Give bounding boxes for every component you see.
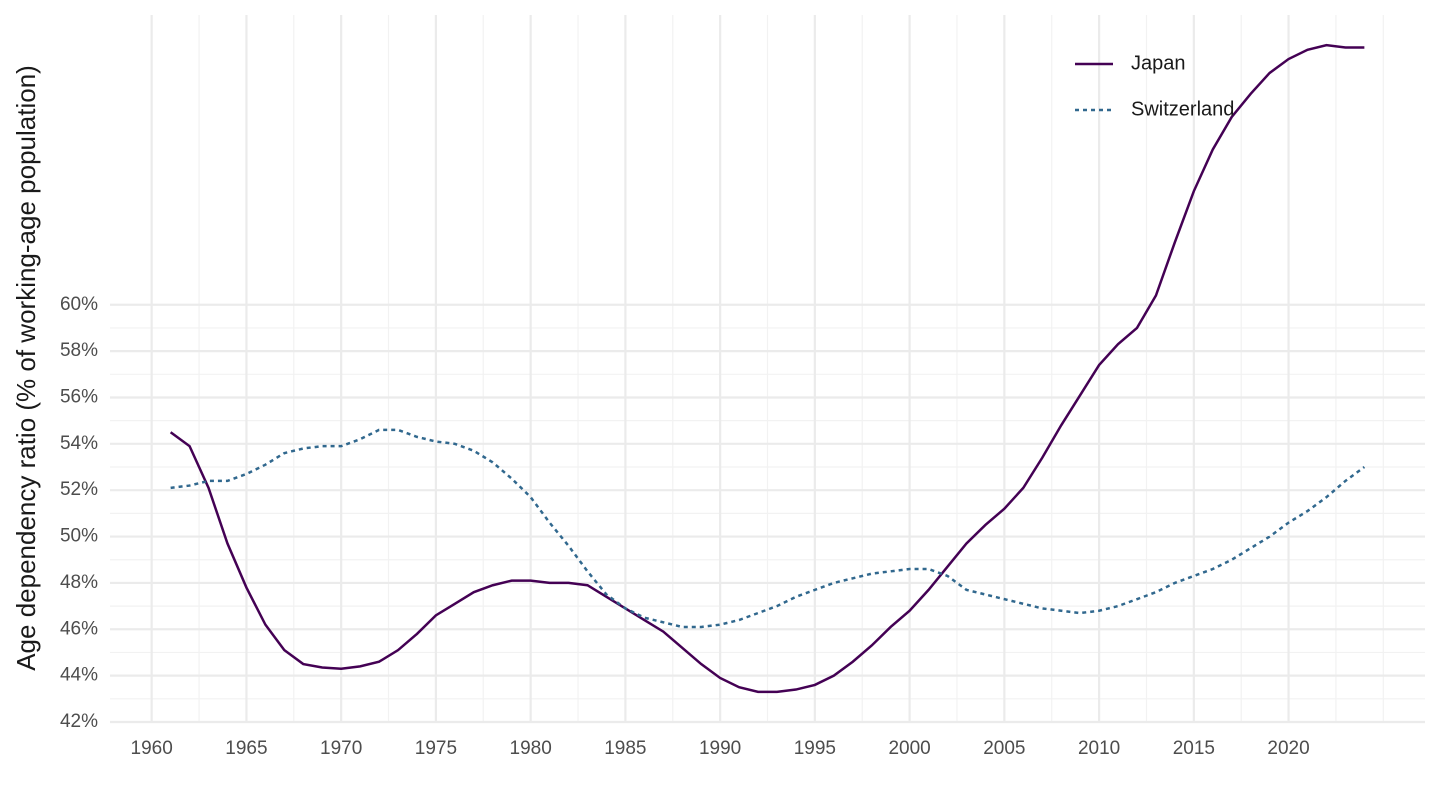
y-tick-label: 52% — [60, 479, 98, 500]
x-tick-label: 2000 — [888, 738, 930, 759]
y-tick-label: 58% — [60, 340, 98, 361]
legend-label: Switzerland — [1131, 98, 1234, 120]
y-tick-label: 48% — [60, 572, 98, 593]
y-tick-label: 56% — [60, 386, 98, 407]
y-tick-label: 54% — [60, 433, 98, 454]
x-tick-label: 2005 — [983, 738, 1025, 759]
y-tick-label: 50% — [60, 526, 98, 547]
x-tick-label: 2010 — [1078, 738, 1120, 759]
y-axis-title: Age dependency ratio (% of working-age p… — [11, 65, 41, 671]
x-tick-label: 1965 — [225, 738, 267, 759]
y-tick-label: 60% — [60, 294, 98, 315]
x-tick-label: 2020 — [1267, 738, 1309, 759]
y-tick-label: 42% — [60, 711, 98, 732]
x-tick-label: 1970 — [320, 738, 362, 759]
x-tick-label: 1995 — [794, 738, 836, 759]
x-tick-label: 1990 — [699, 738, 741, 759]
x-tick-label: 1980 — [510, 738, 552, 759]
y-tick-label: 44% — [60, 665, 98, 686]
legend-label: Japan — [1131, 52, 1186, 74]
x-tick-label: 1985 — [604, 738, 646, 759]
x-tick-label: 1975 — [415, 738, 457, 759]
line-series — [170, 428, 1366, 629]
y-tick-label: 46% — [60, 618, 98, 639]
line-series — [169, 43, 1365, 694]
x-tick-label: 2015 — [1173, 738, 1215, 759]
x-tick-label: 1960 — [131, 738, 173, 759]
